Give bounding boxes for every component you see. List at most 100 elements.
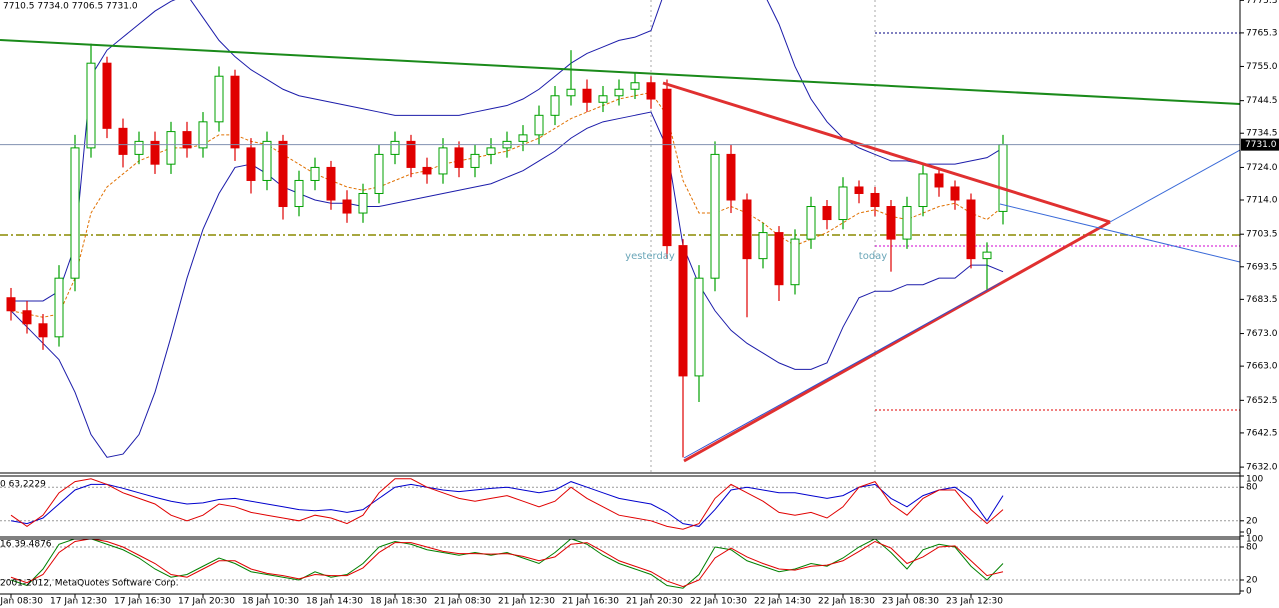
candle-body bbox=[710, 153, 720, 279]
indicator-label: 0 63.2229 bbox=[0, 480, 46, 490]
candle-body bbox=[886, 206, 896, 240]
candle-body bbox=[134, 140, 144, 155]
oscillator-pane: 16 39.4876 bbox=[0, 539, 1240, 589]
y-tick-label: 80 bbox=[1246, 483, 1258, 493]
candle-body bbox=[166, 131, 176, 165]
candle-body bbox=[662, 88, 672, 247]
copyright: 2001-2012, MetaQuotes Software Corp. bbox=[0, 579, 179, 589]
candle-body bbox=[630, 82, 640, 90]
x-tick-label: 21 Jan 16:30 bbox=[562, 597, 619, 607]
y-tick-label: 7642.5 bbox=[1246, 428, 1278, 438]
x-tick-label: 21 Jan 08:30 bbox=[434, 597, 491, 607]
candle-body bbox=[726, 153, 736, 201]
candle-body bbox=[566, 88, 576, 97]
trendline bbox=[1109, 149, 1240, 223]
candle-body bbox=[614, 88, 624, 97]
y-tick-label: 20 bbox=[1246, 576, 1258, 586]
y-tick-label: 7683.5 bbox=[1246, 295, 1278, 305]
overlays bbox=[10, 0, 1004, 458]
trendline bbox=[683, 220, 1111, 463]
candle-body bbox=[70, 147, 80, 279]
x-tick-label: 22 Jan 14:30 bbox=[754, 597, 811, 607]
x-tick-label: 22 Jan 10:30 bbox=[690, 597, 747, 607]
x-tick-label: 21 Jan 20:30 bbox=[626, 597, 683, 607]
y-tick-label: 80 bbox=[1246, 543, 1258, 553]
y-tick-label: 0 bbox=[1246, 587, 1252, 597]
candle-body bbox=[374, 153, 384, 194]
candle-body bbox=[54, 277, 64, 338]
y-tick-label: 7673.0 bbox=[1246, 329, 1278, 339]
x-tick-label: 22 Jan 18:30 bbox=[818, 597, 875, 607]
candle-body bbox=[358, 192, 368, 214]
y-tick-label: 7632.0 bbox=[1246, 463, 1278, 473]
candle-body bbox=[934, 173, 944, 188]
candle-body bbox=[758, 232, 768, 260]
candle-body bbox=[278, 140, 288, 208]
candle-body bbox=[38, 323, 48, 338]
annotation: today bbox=[859, 251, 888, 262]
y-tick-label: 100 bbox=[1246, 475, 1263, 485]
candle-body bbox=[806, 206, 816, 240]
candle-body bbox=[678, 245, 688, 377]
candle-body bbox=[646, 82, 656, 100]
oscillator-pane: 0 63.2229 bbox=[0, 478, 1240, 530]
candle-body bbox=[390, 140, 400, 155]
candle-body bbox=[694, 277, 704, 377]
candle-body bbox=[598, 95, 608, 103]
x-tick-label: 18 Jan 14:30 bbox=[306, 597, 363, 607]
y-tick-label: 7652.5 bbox=[1246, 396, 1278, 406]
candle-body bbox=[902, 206, 912, 240]
candle-body bbox=[262, 140, 272, 181]
candle-body bbox=[102, 62, 112, 129]
y-tick-label: 7755.0 bbox=[1246, 62, 1278, 72]
candle-body bbox=[854, 186, 864, 194]
x-tick-label: 18 Jan 10:30 bbox=[242, 597, 299, 607]
candle-body bbox=[86, 62, 96, 149]
candle-body bbox=[774, 232, 784, 286]
y-tick-label: 100 bbox=[1246, 535, 1263, 545]
y-tick-label: 7714.0 bbox=[1246, 196, 1278, 206]
candle-body bbox=[294, 179, 304, 208]
main-pane: yesterday today 7710.5 7734.0 7706.5 773… bbox=[0, 0, 1240, 472]
trendline bbox=[662, 81, 1111, 224]
trendline bbox=[683, 282, 1001, 459]
candle-body bbox=[518, 134, 528, 142]
candle-body bbox=[310, 166, 320, 181]
indicator-line bbox=[10, 91, 1004, 318]
candle-body bbox=[6, 297, 16, 312]
y-tick-label: 7744.5 bbox=[1246, 96, 1278, 106]
candle-body bbox=[470, 153, 480, 168]
x-tick-label: 18 Jan 18:30 bbox=[370, 597, 427, 607]
candle-body bbox=[422, 166, 432, 175]
annotation: yesterday bbox=[625, 251, 675, 262]
candle-body bbox=[966, 199, 976, 260]
candle-body bbox=[150, 140, 160, 165]
candle-body bbox=[182, 131, 192, 149]
candle-body bbox=[582, 88, 592, 103]
trendline bbox=[999, 203, 1240, 263]
y-tick-label: 7734.5 bbox=[1246, 129, 1278, 139]
candle-body bbox=[790, 238, 800, 286]
trendline bbox=[0, 39, 1240, 105]
candle-body bbox=[822, 206, 832, 221]
x-tick-label: 21 Jan 12:30 bbox=[498, 597, 555, 607]
x-tick-label: 17 Jan 20:30 bbox=[178, 597, 235, 607]
y-tick-label: 7693.5 bbox=[1246, 262, 1278, 272]
x-tick-label: 17 Jan 12:30 bbox=[50, 597, 107, 607]
y-tick-label: 7724.0 bbox=[1246, 163, 1278, 173]
oscillator-line bbox=[10, 481, 1004, 527]
y-tick-label: 20 bbox=[1246, 516, 1258, 526]
candle-body bbox=[246, 147, 256, 181]
candle-body bbox=[214, 75, 224, 123]
price-tag-label: 7731.0 bbox=[1245, 140, 1277, 150]
candle-body bbox=[982, 251, 992, 260]
x-tick-label: 17 Jan 08:30 bbox=[0, 597, 43, 607]
indicator-line bbox=[11, 0, 1004, 302]
x-tick-label: 23 Jan 08:30 bbox=[882, 597, 939, 607]
y-tick-label: 7765.3 bbox=[1246, 28, 1278, 38]
candle-body bbox=[486, 147, 496, 155]
candle-body bbox=[742, 199, 752, 260]
